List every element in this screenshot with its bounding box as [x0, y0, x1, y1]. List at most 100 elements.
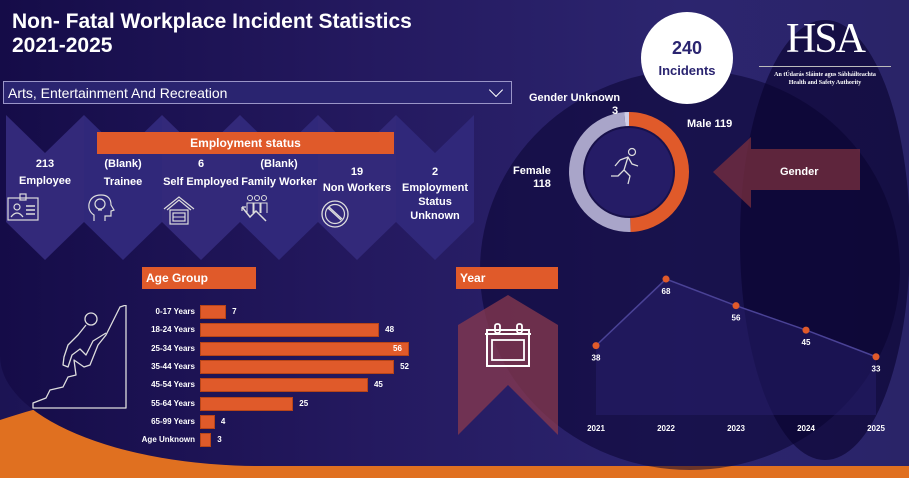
age-bar-value: 56: [393, 343, 402, 353]
year-ribbon-shape: [458, 295, 558, 435]
employment-status-header: Employment status: [97, 132, 394, 154]
prohibited-icon: [321, 200, 349, 228]
year-header: Year: [456, 267, 558, 289]
donut-center: [585, 128, 673, 216]
employment-item-unknown: 2 Employment Status Unknown: [396, 115, 474, 260]
age-bar-value: 45: [373, 380, 383, 390]
title-line-2: 2021-2025: [12, 34, 113, 57]
orange-footer-band: [0, 466, 909, 478]
donut-slice-female[interactable]: [569, 112, 631, 232]
total-incidents-label: Incidents: [658, 63, 716, 78]
logo-text: HSA: [785, 16, 866, 62]
chevron-shape: [396, 115, 474, 260]
age-bar-value: 48: [385, 325, 395, 335]
age-bar[interactable]: [200, 433, 212, 448]
age-bar-label: 18-24 Years: [151, 325, 195, 335]
line-point[interactable]: [592, 342, 600, 350]
line-point[interactable]: [662, 275, 670, 283]
year-line-chart: 38 2021 68 2022 56 2023 45 2024 33 2025: [587, 275, 885, 433]
employment-value: (Blank): [260, 158, 298, 170]
age-bar[interactable]: [200, 341, 409, 356]
age-bar-label: 25-34 Years: [151, 343, 195, 353]
line-point[interactable]: [872, 353, 880, 361]
total-incidents-card: 240 Incidents: [641, 12, 733, 104]
employment-label: Employee: [19, 175, 71, 187]
line-area: [596, 279, 876, 415]
x-tick-label: 2023: [727, 424, 745, 433]
logo-subtitle-irish: An tÚdarás Sláinte agus Sábháilteachta: [774, 72, 876, 78]
employment-value: 6: [197, 158, 205, 170]
donut-slice-male[interactable]: [629, 112, 689, 232]
logo-divider: [759, 66, 891, 67]
age-bar[interactable]: [200, 305, 227, 319]
gender-female-label: Female 118: [513, 165, 551, 190]
age-bar-value: 3: [217, 435, 222, 445]
age-bar-row: 55-64 Years 25: [120, 396, 440, 411]
sector-filter-dropdown[interactable]: Arts, Entertainment And Recreation: [3, 81, 512, 104]
employment-label: Employment Status Unknown: [401, 182, 468, 222]
age-bar-row: 25-34 Years 56: [120, 341, 440, 356]
climber-icon: [32, 305, 127, 409]
x-tick-label: 2021: [587, 424, 605, 433]
age-bar[interactable]: [200, 378, 368, 393]
x-tick-label: 2022: [657, 424, 675, 433]
x-tick-label: 2025: [867, 424, 885, 433]
age-bar[interactable]: [200, 396, 294, 411]
line-point-label: 33: [872, 365, 881, 374]
gender-donut-svg: [569, 112, 689, 232]
line-point-label: 45: [802, 338, 811, 347]
sector-filter-value: Arts, Entertainment And Recreation: [8, 84, 228, 101]
calendar-icon: [485, 323, 531, 367]
gender-donut-chart: [560, 108, 700, 238]
donut-slice-gender-unknown[interactable]: [624, 112, 629, 127]
age-bar-value: 25: [299, 398, 309, 408]
employment-label: Trainee: [103, 176, 143, 188]
id-badge-icon: [7, 193, 39, 221]
hsa-logo: HSA An tÚdarás Sláinte agus Sábháilteach…: [755, 18, 895, 87]
age-bar-row: 45-54 Years 45: [120, 378, 440, 393]
house-briefcase-icon: [163, 196, 195, 225]
line-point-label: 38: [592, 354, 601, 363]
title-line-1: Non- Fatal Workplace Incident Statistics: [12, 10, 412, 33]
age-bar-value: 4: [220, 416, 226, 426]
decorative-oval: [740, 20, 909, 460]
employment-item-employee: 213 Employee: [6, 115, 84, 260]
gender-male-label: Male 119: [687, 118, 733, 130]
line-point-label: 56: [732, 314, 741, 323]
line-point-label: 68: [662, 287, 671, 296]
age-bar-label: Age Unknown: [141, 435, 195, 445]
family-group-icon: [241, 195, 268, 222]
logo-subtitle-english: Health and Safety Authority: [788, 80, 862, 86]
age-bar-label: 55-64 Years: [151, 398, 195, 408]
employment-label: Family Worker: [241, 176, 317, 188]
line-point[interactable]: [732, 302, 740, 310]
age-bar[interactable]: [200, 359, 395, 374]
age-bar-row: 65-99 Years 4: [120, 414, 440, 429]
age-bar-label: 0-17 Years: [155, 307, 195, 316]
age-bar[interactable]: [200, 414, 215, 429]
employment-value: 2: [431, 166, 439, 178]
age-bar-label: 65-99 Years: [151, 416, 195, 426]
gender-arrow-shape: [713, 137, 860, 208]
chevron-down-icon[interactable]: [488, 82, 504, 98]
age-bar-row: 35-44 Years 52: [120, 359, 440, 374]
head-lightbulb-icon: [88, 194, 115, 221]
line-point[interactable]: [802, 326, 810, 334]
page-title: Non- Fatal Workplace Incident Statistics…: [12, 10, 412, 58]
age-bar-row: Age Unknown 3: [120, 433, 440, 448]
running-person-icon: [611, 147, 639, 185]
age-bar[interactable]: [200, 323, 380, 338]
employment-value: 213: [35, 158, 55, 170]
age-group-header: Age Group: [142, 267, 256, 289]
age-bar-label: 35-44 Years: [151, 361, 195, 371]
employment-label: Self Employed: [163, 176, 239, 188]
age-bar-value: 52: [400, 361, 409, 371]
age-bar-row: 18-24 Years 48: [120, 323, 440, 338]
employment-value: (Blank): [104, 158, 142, 170]
employment-value: 19: [350, 166, 364, 178]
x-tick-label: 2024: [797, 424, 815, 433]
age-bar-value: 7: [232, 307, 237, 316]
employment-label: Non Workers: [322, 182, 392, 194]
total-incidents-value: 240: [671, 38, 703, 58]
